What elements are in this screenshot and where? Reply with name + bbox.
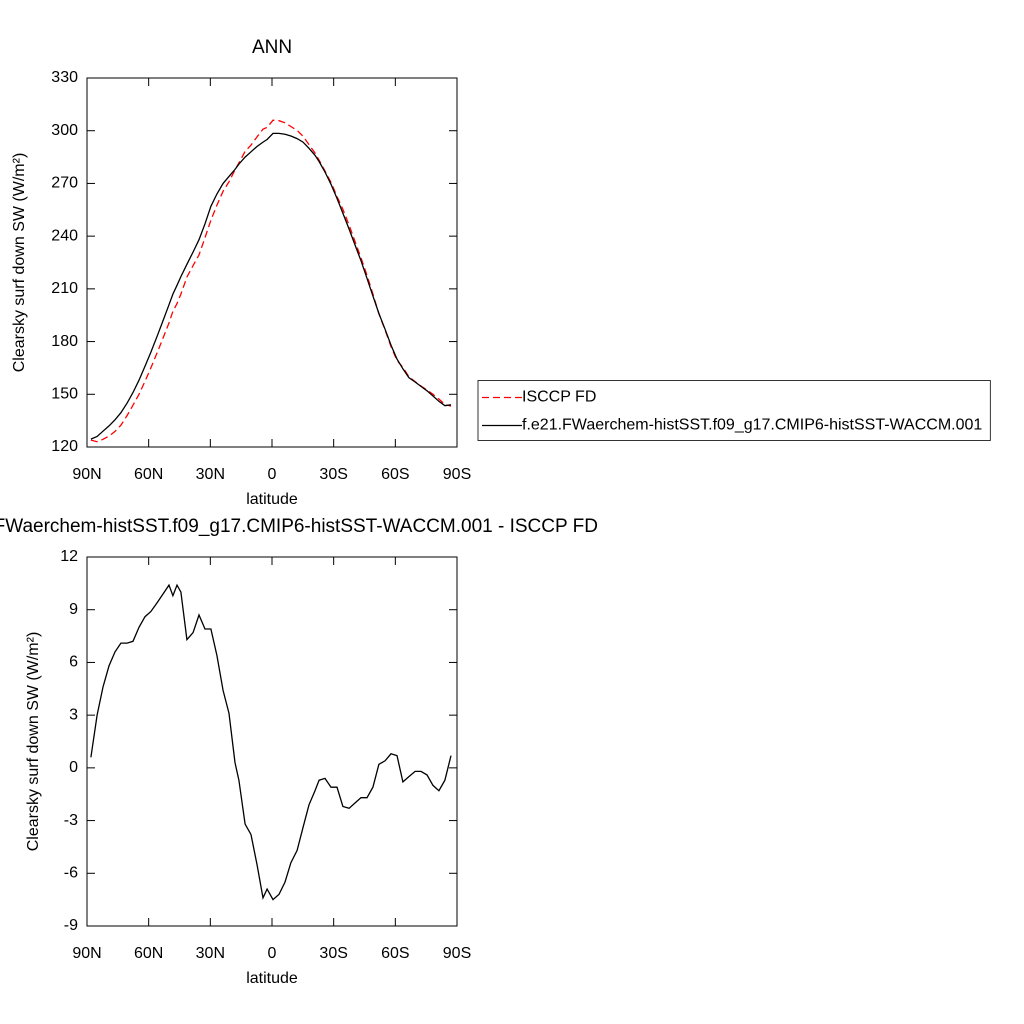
y-tick-label: 270 bbox=[51, 175, 78, 192]
data-line bbox=[90, 583, 452, 901]
y-tick-label: 120 bbox=[51, 438, 78, 455]
y-tick-label: 9 bbox=[69, 601, 78, 618]
x-tick-label: 30N bbox=[196, 466, 225, 483]
x-tick-label: 90N bbox=[72, 945, 101, 962]
panel: f.e21.FWaerchem-histSST.f09_g17.CMIP6-hi… bbox=[0, 516, 598, 987]
data-line bbox=[90, 119, 452, 443]
y-tick-label: 300 bbox=[51, 122, 78, 139]
y-tick-label: 12 bbox=[60, 548, 78, 565]
y-tick-label: 0 bbox=[69, 759, 78, 776]
y-tick-label: 150 bbox=[51, 386, 78, 403]
x-tick-label: 0 bbox=[268, 945, 277, 962]
x-axis-label: latitude bbox=[246, 491, 298, 508]
y-tick-label: -9 bbox=[64, 917, 78, 934]
y-tick-label: -3 bbox=[64, 812, 78, 829]
x-tick-label: 0 bbox=[268, 466, 277, 483]
plot-frame bbox=[86, 77, 458, 448]
x-tick-label: 60N bbox=[134, 466, 163, 483]
y-axis-label: Clearsky surf down SW (W/m²) bbox=[11, 153, 28, 373]
y-tick-label: 330 bbox=[51, 69, 78, 86]
x-tick-label: 90S bbox=[443, 945, 471, 962]
data-line bbox=[90, 132, 452, 440]
legend: ISCCP FD f.e21.FWaerchem-histSST.f09_g17.… bbox=[477, 380, 991, 441]
y-tick-label: 6 bbox=[69, 654, 78, 671]
plot-frame bbox=[86, 556, 458, 927]
y-tick-label: -6 bbox=[64, 865, 78, 882]
chart-title: ANN bbox=[252, 37, 292, 58]
x-tick-label: 30S bbox=[319, 945, 347, 962]
x-tick-label: 90S bbox=[443, 466, 471, 483]
chart-title: f.e21.FWaerchem-histSST.f09_g17.CMIP6-hi… bbox=[0, 516, 598, 537]
x-tick-label: 30S bbox=[319, 466, 347, 483]
legend-box bbox=[477, 380, 991, 441]
x-tick-label: 60S bbox=[381, 945, 409, 962]
y-axis-label: Clearsky surf down SW (W/m²) bbox=[25, 632, 42, 852]
legend-label: ISCCP FD bbox=[522, 389, 596, 406]
panel: ANN 120 150 180 210 240 270 300 330 90N 60N 30N 0 30S… bbox=[11, 37, 991, 508]
x-tick-label: 30N bbox=[196, 945, 225, 962]
y-tick-label: 180 bbox=[51, 333, 78, 350]
x-tick-label: 90N bbox=[72, 466, 101, 483]
y-tick-label: 3 bbox=[69, 706, 78, 723]
legend-label: f.e21.FWaerchem-histSST.f09_g17.CMIP6-hi… bbox=[522, 417, 982, 434]
x-tick-label: 60S bbox=[381, 466, 409, 483]
y-tick-label: 210 bbox=[51, 280, 78, 297]
x-tick-label: 60N bbox=[134, 945, 163, 962]
y-tick-label: 240 bbox=[51, 227, 78, 244]
x-axis-label: latitude bbox=[246, 970, 298, 987]
